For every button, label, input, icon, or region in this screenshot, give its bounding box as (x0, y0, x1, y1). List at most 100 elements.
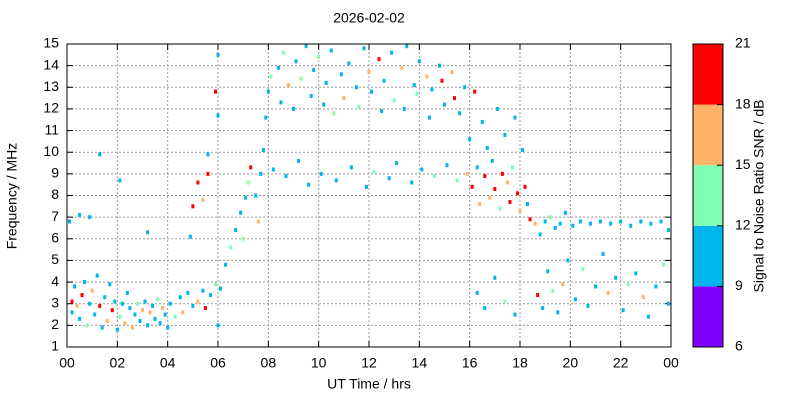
point (483, 174, 487, 179)
y-tick-label: 6 (51, 229, 59, 245)
point (473, 89, 477, 94)
point (128, 306, 132, 311)
colorbar-tick-label: 9 (735, 277, 743, 293)
y-tick-label: 11 (44, 121, 59, 137)
point (181, 310, 185, 315)
point (495, 106, 499, 111)
x-tick-label: 14 (412, 355, 428, 371)
point (493, 187, 497, 192)
point (450, 70, 454, 75)
point (543, 219, 547, 224)
point (98, 303, 102, 308)
point (661, 262, 665, 267)
x-axis-label: UT Time / hrs (327, 376, 411, 392)
point (354, 85, 358, 90)
point (141, 308, 144, 313)
point (458, 111, 462, 116)
point (161, 306, 165, 311)
point (105, 319, 109, 324)
point (334, 178, 338, 183)
colorbar-frame (692, 43, 724, 348)
y-tick-label: 9 (51, 165, 59, 181)
point (475, 290, 479, 295)
point (133, 312, 137, 317)
point (201, 288, 205, 293)
point (478, 202, 482, 207)
point (234, 228, 238, 233)
x-tick-label: 04 (160, 355, 176, 371)
colorbar-segment (693, 104, 723, 166)
y-tick-label: 8 (51, 186, 59, 202)
point (118, 314, 122, 319)
point (425, 74, 429, 79)
point (188, 234, 192, 239)
point (196, 299, 200, 304)
point (163, 312, 167, 317)
point (523, 184, 527, 189)
point (229, 245, 233, 250)
y-tick-label: 3 (51, 294, 59, 310)
point (468, 137, 472, 142)
point (510, 165, 514, 170)
point (578, 219, 582, 224)
point (483, 306, 487, 311)
point (166, 325, 170, 330)
point (377, 57, 381, 62)
point (103, 295, 107, 300)
y-tick-label: 13 (43, 78, 59, 94)
point (666, 228, 670, 233)
point (216, 113, 220, 118)
point (546, 269, 550, 274)
point (465, 171, 469, 176)
point (372, 169, 376, 174)
point (339, 72, 343, 77)
point (410, 180, 414, 185)
point (206, 152, 210, 157)
point (299, 76, 303, 81)
point (130, 325, 134, 330)
point (515, 191, 519, 196)
x-tick-label: 20 (563, 355, 579, 371)
point (281, 50, 285, 55)
point (266, 89, 270, 94)
colorbar-segment (693, 165, 723, 226)
point (614, 275, 618, 280)
x-tick-label: 06 (210, 355, 226, 371)
point (420, 167, 424, 172)
x-tick-label: 02 (110, 355, 126, 371)
point (518, 208, 522, 213)
point (349, 165, 353, 170)
chart-title: 2026-02-02 (333, 10, 405, 26)
point (528, 217, 532, 222)
point (415, 91, 419, 96)
point (430, 87, 434, 92)
point (432, 174, 436, 179)
point (100, 325, 104, 330)
point (649, 221, 653, 226)
colorbar-tick-label: 12 (735, 217, 751, 233)
y-tick-label: 2 (51, 316, 59, 332)
point (304, 44, 308, 49)
point (78, 212, 82, 217)
point (561, 282, 565, 287)
point (400, 65, 404, 70)
point (601, 251, 605, 256)
colorbar-segment (693, 286, 723, 347)
x-tick-label: 00 (663, 355, 679, 371)
point (83, 280, 87, 285)
point (203, 306, 207, 311)
point (443, 102, 446, 107)
point (588, 221, 592, 226)
point (370, 89, 374, 94)
point (146, 230, 150, 235)
point (70, 299, 74, 304)
point (88, 301, 92, 306)
y-tick-label: 15 (43, 35, 59, 51)
point (216, 52, 220, 57)
point (526, 202, 530, 207)
colorbar-label: Signal to Noise Ratio SNR / dB (751, 100, 767, 293)
point (594, 284, 597, 289)
x-tick-label: 00 (59, 355, 75, 371)
point (279, 100, 283, 105)
point (254, 193, 258, 198)
